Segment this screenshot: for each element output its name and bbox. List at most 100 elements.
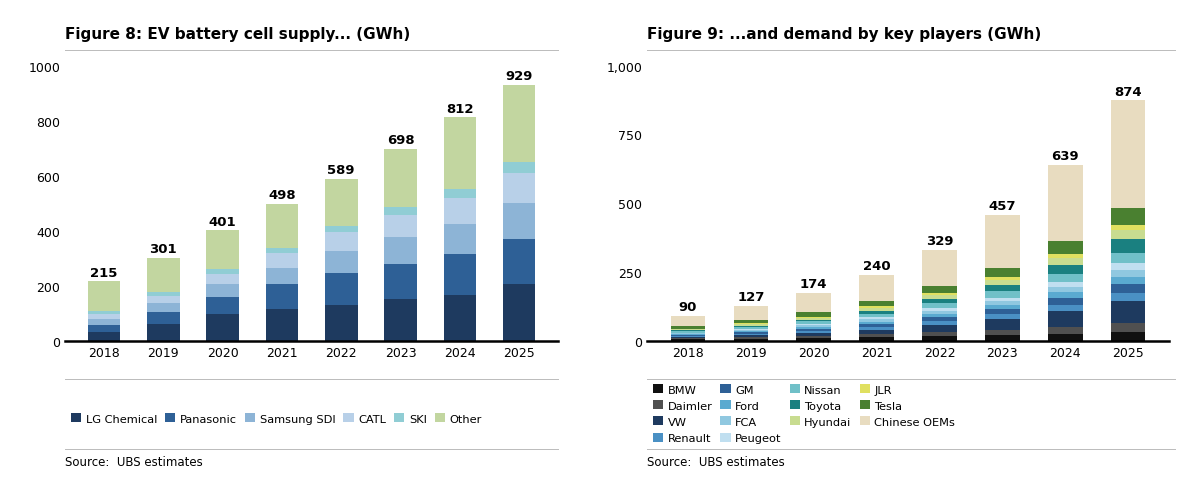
Bar (985, 216, 1020, 268)
Bar (385, 216, 417, 238)
Bar (266, 254, 298, 268)
Bar (859, 314, 894, 318)
Bar (796, 318, 831, 320)
Bar (859, 320, 894, 322)
Bar (671, 331, 705, 333)
Bar (1111, 285, 1145, 293)
Bar (734, 324, 768, 326)
Bar (796, 326, 831, 327)
Bar (734, 306, 768, 321)
Bar (503, 240, 535, 285)
Bar (859, 324, 894, 327)
Text: 301: 301 (150, 242, 177, 255)
Bar (985, 298, 1020, 301)
Text: Source:  UBS estimates: Source: UBS estimates (65, 455, 203, 468)
Bar (1111, 264, 1145, 270)
Text: 812: 812 (446, 102, 474, 115)
Bar (922, 336, 957, 341)
Text: Figure 9: ...and demand by key players (GWh): Figure 9: ...and demand by key players (… (647, 27, 1041, 42)
Text: 401: 401 (209, 215, 236, 228)
Bar (385, 208, 417, 216)
Bar (922, 318, 957, 322)
Bar (1048, 241, 1083, 254)
Text: 639: 639 (1052, 150, 1079, 163)
Bar (796, 327, 831, 329)
Bar (859, 327, 894, 330)
Text: 127: 127 (737, 290, 764, 303)
Bar (922, 296, 957, 300)
Bar (985, 336, 1020, 341)
Text: 498: 498 (268, 189, 296, 202)
Bar (985, 310, 1020, 315)
Bar (1111, 332, 1145, 341)
Bar (325, 252, 357, 274)
Bar (985, 301, 1020, 305)
Bar (147, 296, 179, 304)
Bar (671, 316, 705, 327)
Text: 457: 457 (989, 200, 1016, 213)
Bar (503, 204, 535, 240)
Bar (207, 269, 239, 274)
Bar (325, 179, 357, 227)
Text: 589: 589 (328, 164, 355, 177)
Bar (859, 309, 894, 311)
Bar (734, 339, 768, 341)
Bar (503, 173, 535, 204)
Bar (734, 327, 768, 329)
Bar (796, 317, 831, 318)
Bar (503, 163, 535, 173)
Bar (444, 198, 476, 224)
Bar (734, 332, 768, 334)
Bar (734, 321, 768, 324)
Bar (147, 304, 179, 312)
Bar (922, 251, 957, 286)
Bar (1048, 292, 1083, 299)
Bar (922, 309, 957, 312)
Bar (385, 238, 417, 264)
Bar (207, 315, 239, 341)
Bar (796, 331, 831, 334)
Bar (985, 278, 1020, 281)
Bar (985, 292, 1020, 298)
Bar (385, 300, 417, 341)
Text: 174: 174 (800, 277, 827, 290)
Bar (88, 314, 120, 319)
Bar (922, 325, 957, 332)
Bar (503, 285, 535, 341)
Bar (671, 334, 705, 335)
Bar (207, 297, 239, 315)
Bar (207, 274, 239, 285)
Bar (671, 336, 705, 337)
Bar (385, 264, 417, 300)
Bar (859, 322, 894, 324)
Bar (88, 325, 120, 333)
Bar (734, 329, 768, 330)
Bar (503, 86, 535, 163)
Bar (922, 293, 957, 296)
Bar (266, 285, 298, 309)
Text: 240: 240 (863, 259, 890, 272)
Text: 874: 874 (1115, 85, 1142, 98)
Bar (1048, 288, 1083, 292)
Bar (1048, 327, 1083, 334)
Bar (859, 335, 894, 337)
Bar (1048, 312, 1083, 327)
Bar (1048, 275, 1083, 282)
Bar (147, 324, 179, 341)
Bar (985, 330, 1020, 336)
Bar (266, 268, 298, 285)
Bar (796, 293, 831, 313)
Text: 215: 215 (90, 266, 118, 279)
Bar (1111, 240, 1145, 253)
Text: Figure 8: EV battery cell supply... (GWh): Figure 8: EV battery cell supply... (GWh… (65, 27, 411, 42)
Bar (325, 227, 357, 233)
Bar (88, 311, 120, 314)
Bar (1111, 293, 1145, 301)
Text: 698: 698 (387, 133, 414, 146)
Bar (796, 329, 831, 331)
Bar (1111, 101, 1145, 209)
Bar (88, 333, 120, 341)
Bar (985, 315, 1020, 320)
Bar (1111, 209, 1145, 225)
Bar (207, 231, 239, 269)
